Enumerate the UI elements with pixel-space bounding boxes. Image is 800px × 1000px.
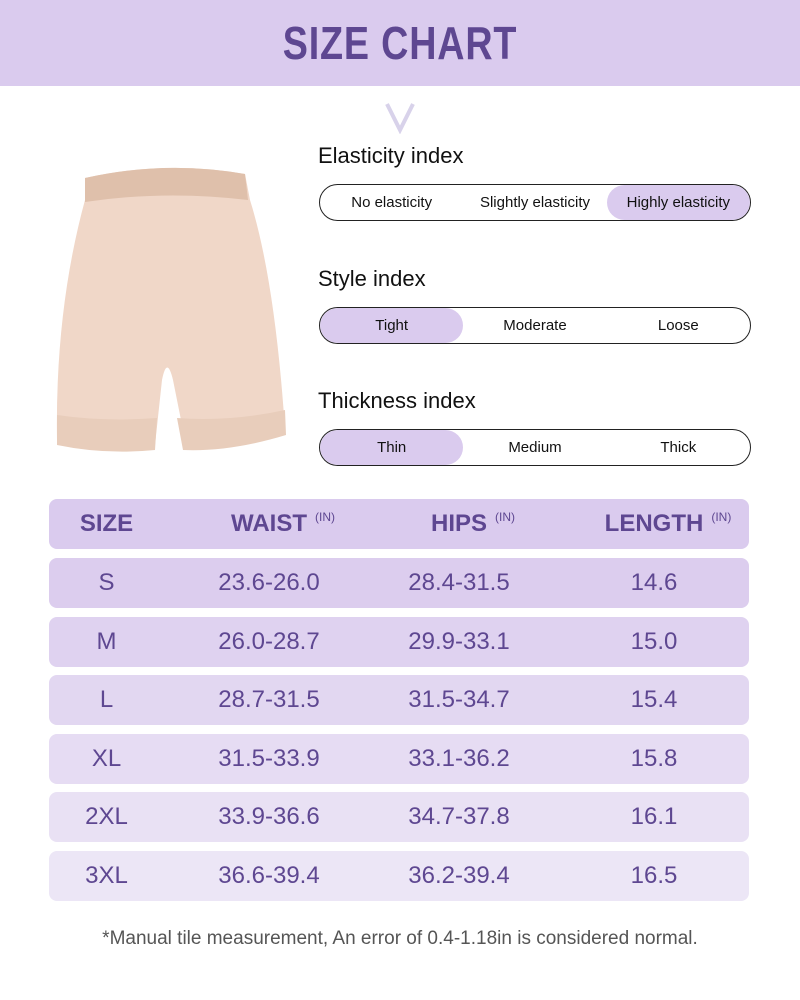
- index-label-text: Elasticity index: [318, 143, 464, 168]
- page-title: SIZE CHART: [282, 17, 518, 69]
- table-cell: 3XL: [85, 862, 128, 889]
- table-cell: 31.5-34.7: [408, 686, 510, 714]
- column-header: HIPS (IN): [389, 510, 529, 538]
- index-label-text: Thickness index: [318, 388, 476, 413]
- table-cell: 36.2-39.4: [408, 862, 510, 889]
- index-label: Thickness index: [318, 388, 476, 414]
- index-option: No elasticity: [351, 194, 433, 211]
- measurement-note: *Manual tile measurement, An error of 0.…: [102, 928, 698, 949]
- chevron-down-icon: [385, 103, 415, 134]
- table-row: 2XL 33.9-36.6 34.7-37.8 16.1: [49, 792, 749, 843]
- table-cell: S: [98, 569, 115, 596]
- table-cell: 15.4: [630, 686, 678, 714]
- table-cell: 16.1: [630, 803, 678, 831]
- table-cell: 14.6: [630, 569, 678, 596]
- index-option: Tight: [320, 308, 464, 343]
- column-header: SIZE: [49, 510, 164, 538]
- table-cell: 15.8: [630, 744, 678, 772]
- index-selector: Tight Moderate Loose: [319, 307, 751, 344]
- table-cell: 16.5: [630, 862, 678, 889]
- column-unit: (IN): [315, 510, 335, 524]
- column-label: SIZE: [79, 510, 134, 537]
- table-row: XL 31.5-33.9 33.1-36.2 15.8: [49, 733, 749, 784]
- index-label: Elasticity index: [318, 143, 464, 169]
- table-cell: 23.6-26.0: [218, 569, 320, 596]
- table-cell: M: [96, 627, 117, 655]
- table-row: S 23.6-26.0 28.4-31.5 14.6: [49, 558, 749, 608]
- column-header: LENGTH (IN): [589, 510, 732, 538]
- table-cell: 33.1-36.2: [408, 744, 510, 772]
- table-cell: 15.0: [630, 627, 678, 655]
- index-selector: Thin Medium Thick: [319, 429, 751, 466]
- column-label: HIPS: [430, 510, 487, 537]
- table-cell: 34.7-37.8: [408, 803, 510, 831]
- table-cell: L: [99, 686, 114, 714]
- index-option: Medium: [508, 439, 562, 456]
- title-banner: SIZE CHART: [0, 0, 800, 86]
- index-option: Slightly elasticity: [479, 194, 591, 211]
- column-unit: (IN): [711, 510, 732, 524]
- index-option: Loose: [657, 317, 699, 334]
- column-label: WAIST: [231, 510, 307, 537]
- column-unit: (IN): [495, 510, 515, 524]
- table-cell: 28.4-31.5: [408, 569, 510, 596]
- table-row: 3XL 36.6-39.4 36.2-39.4 16.5: [49, 851, 749, 901]
- table-header: SIZE WAIST (IN) HIPS (IN) LENGTH (IN): [49, 499, 749, 549]
- index-option: Highly elasticity: [606, 185, 750, 220]
- product-image-shorts: [56, 167, 286, 452]
- table-cell: 36.6-39.4: [218, 862, 320, 889]
- table-cell: 31.5-33.9: [218, 744, 320, 772]
- index-option: Thin: [320, 430, 464, 465]
- table-cell: XL: [91, 744, 122, 772]
- table-row: L 28.7-31.5 31.5-34.7 15.4: [49, 675, 749, 726]
- table-cell: 26.0-28.7: [218, 627, 320, 655]
- index-label-text: Style index: [318, 266, 426, 291]
- table-cell: 28.7-31.5: [218, 686, 320, 714]
- table-row: M 26.0-28.7 29.9-33.1 15.0: [49, 616, 749, 667]
- table-cell: 29.9-33.1: [408, 627, 510, 655]
- column-header: WAIST (IN): [199, 510, 339, 538]
- table-cell: 33.9-36.6: [218, 803, 320, 831]
- column-label: LENGTH: [604, 510, 704, 537]
- index-label: Style index: [318, 266, 426, 292]
- index-selector: No elasticity Slightly elasticity Highly e…: [319, 184, 751, 221]
- index-option: Thick: [660, 439, 697, 456]
- index-option: Moderate: [503, 317, 567, 334]
- table-cell: 2XL: [85, 803, 128, 831]
